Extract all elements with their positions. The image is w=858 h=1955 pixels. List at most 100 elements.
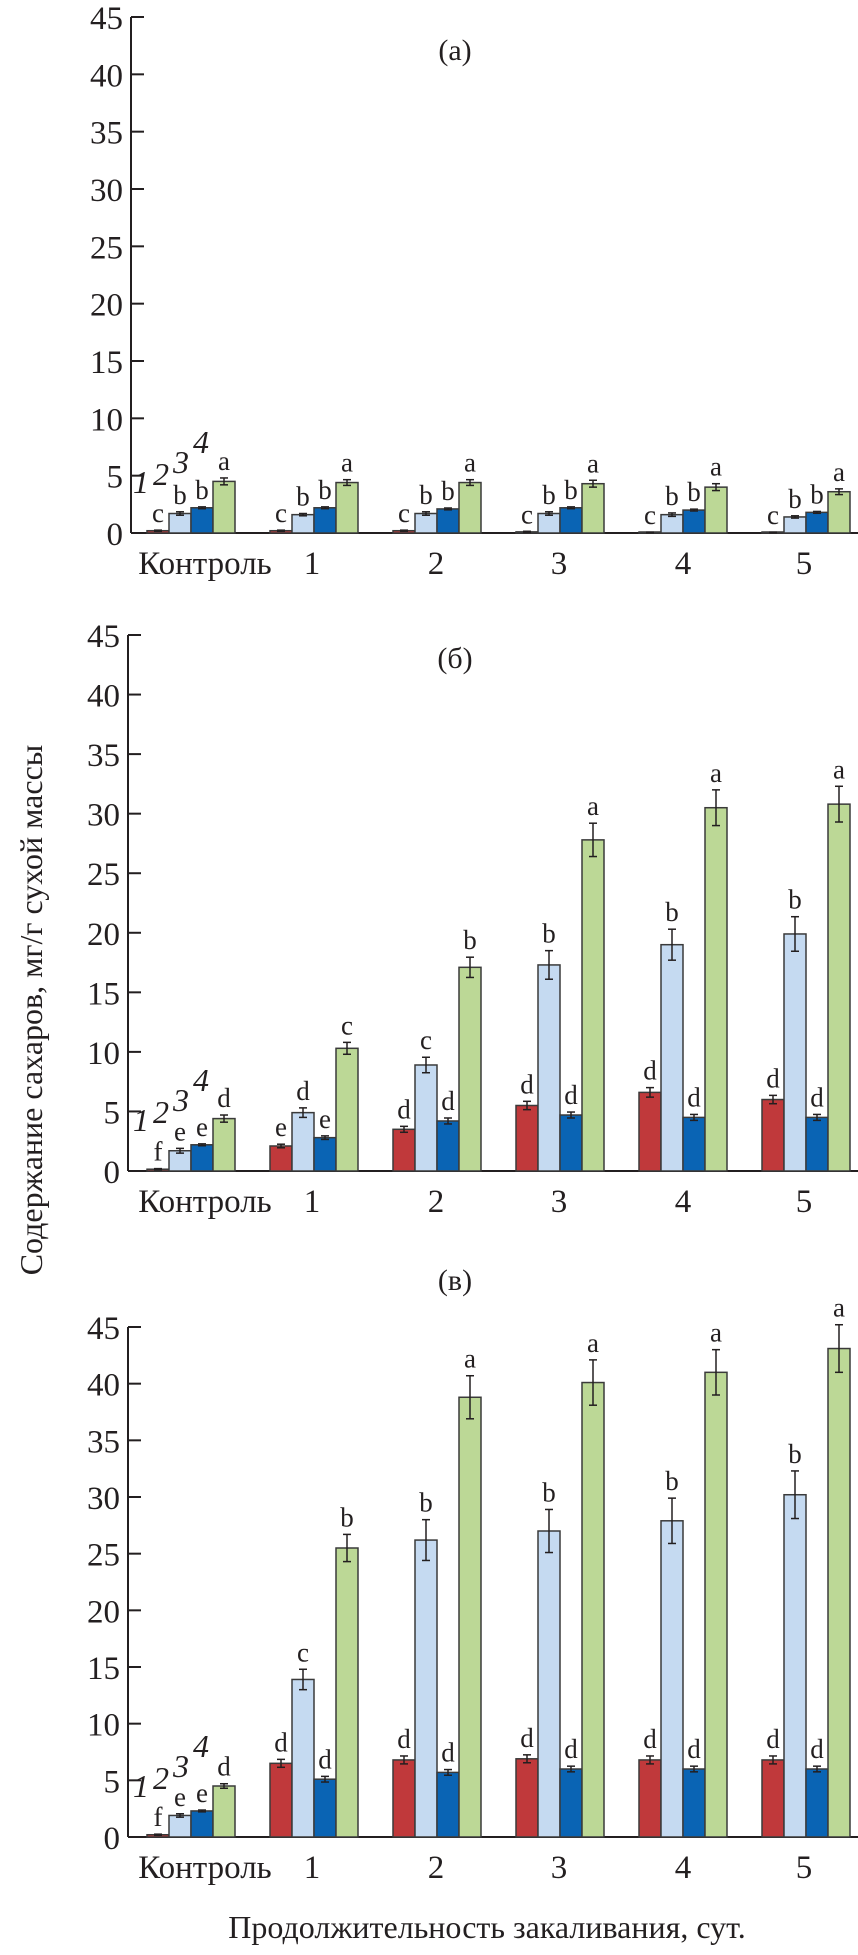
significance-letter: b [195,475,209,505]
significance-letter: a [218,446,230,476]
bar-series-1 [761,1098,785,1172]
bar-series-3 [559,1114,583,1172]
bar-series-1 [638,1091,662,1172]
y-tick-label: 5 [104,1764,121,1800]
significance-letter: c [420,1025,432,1055]
x-tick-label: 5 [796,1850,813,1886]
significance-letter: b [318,475,332,505]
significance-letter: b [788,1439,802,1469]
y-tick-label: 0 [104,1155,121,1191]
significance-letter: a [833,754,845,784]
bar-series-4 [458,966,482,1172]
significance-letter: b [419,1488,433,1518]
significance-letter: c [152,498,164,528]
y-tick-label: 30 [87,798,120,834]
bar-series-4 [458,481,482,534]
significance-letter: b [419,480,433,510]
bar-series-2 [660,513,684,534]
x-tick-label: 3 [551,1850,568,1886]
significance-letter: d [217,1083,231,1113]
bar-series-4 [827,803,851,1172]
y-tick-label: 35 [90,116,123,152]
significance-letter: e [174,1782,186,1812]
bar-series-3 [805,1116,829,1172]
bar-series-3 [313,1778,337,1838]
significance-letter: a [833,1293,845,1323]
significance-letter: b [340,1502,354,1532]
significance-letter: c [341,1010,353,1040]
bar-series-3 [436,508,460,534]
bar-series-4 [458,1396,482,1838]
bar-series-3 [436,1771,460,1838]
bar-series-2 [414,1539,438,1838]
bar-series-2 [783,1493,807,1838]
significance-letter: d [318,1744,332,1774]
bar-series-4 [704,486,728,534]
significance-letter: b [564,475,578,505]
significance-letter: a [587,791,599,821]
significance-letter: d [520,1069,534,1099]
significance-letter: a [464,448,476,478]
bar-series-4 [581,482,605,534]
y-tick-label: 20 [87,917,120,953]
y-tick-label: 10 [87,1708,120,1744]
significance-letter: c [297,1637,309,1667]
y-tick-label: 10 [87,1036,120,1072]
bar-series-4 [704,806,728,1172]
significance-letter: c [767,500,779,530]
y-tick-label: 40 [87,1368,120,1404]
significance-letter: b [173,480,187,510]
significance-letter: d [441,1738,455,1768]
y-tick-label: 5 [107,460,124,496]
series-number-label: 2 [153,456,169,492]
y-tick-label: 35 [87,738,120,774]
series-number-label: 1 [133,464,149,500]
series-number-label: 2 [153,1094,169,1130]
bar-series-4 [212,1785,236,1838]
bar-series-2 [414,1064,438,1172]
series-number-label: 2 [153,1760,169,1796]
bar-series-2 [168,1814,192,1838]
significance-letter: d [687,1734,701,1764]
bar-series-1 [515,1758,539,1838]
x-tick-label: Контроль [138,1850,271,1886]
x-tick-label: 1 [304,1850,321,1886]
bar-series-2 [660,1520,684,1838]
series-number-label: 1 [133,1102,149,1138]
bar-series-3 [313,1136,337,1172]
significance-letter: f [154,1802,163,1832]
significance-letter: d [441,1086,455,1116]
bar-series-4 [581,1381,605,1838]
bar-series-1 [761,1759,785,1838]
panel-label: (б) [437,642,472,675]
bar-series-2 [537,964,561,1172]
significance-letter: a [587,448,599,478]
significance-letter: a [464,1344,476,1374]
bar-series-1 [269,1762,293,1838]
bar-series-1 [392,1128,416,1172]
bar-series-1 [638,1759,662,1838]
y-tick-label: 45 [90,1,123,37]
significance-letter: d [643,1724,657,1754]
y-tick-label: 45 [87,619,120,655]
y-tick-label: 10 [90,402,123,438]
bar-series-3 [190,1810,214,1838]
significance-letter: d [564,1734,578,1764]
significance-letter: b [788,484,802,514]
series-number-label: 3 [172,444,189,480]
y-tick-label: 35 [87,1424,120,1460]
significance-letter: b [810,479,824,509]
bar-series-2 [291,513,315,534]
y-tick-label: 25 [87,857,120,893]
significance-letter: d [810,1082,824,1112]
x-tick-label: 1 [304,1184,321,1220]
y-tick-label: 40 [90,58,123,94]
bar-series-1 [392,1759,416,1838]
significance-letter: d [766,1063,780,1093]
bar-series-4 [704,1371,728,1838]
x-tick-label: 2 [428,1850,445,1886]
x-tick-label: 4 [675,546,692,582]
significance-letter: b [542,1477,556,1507]
